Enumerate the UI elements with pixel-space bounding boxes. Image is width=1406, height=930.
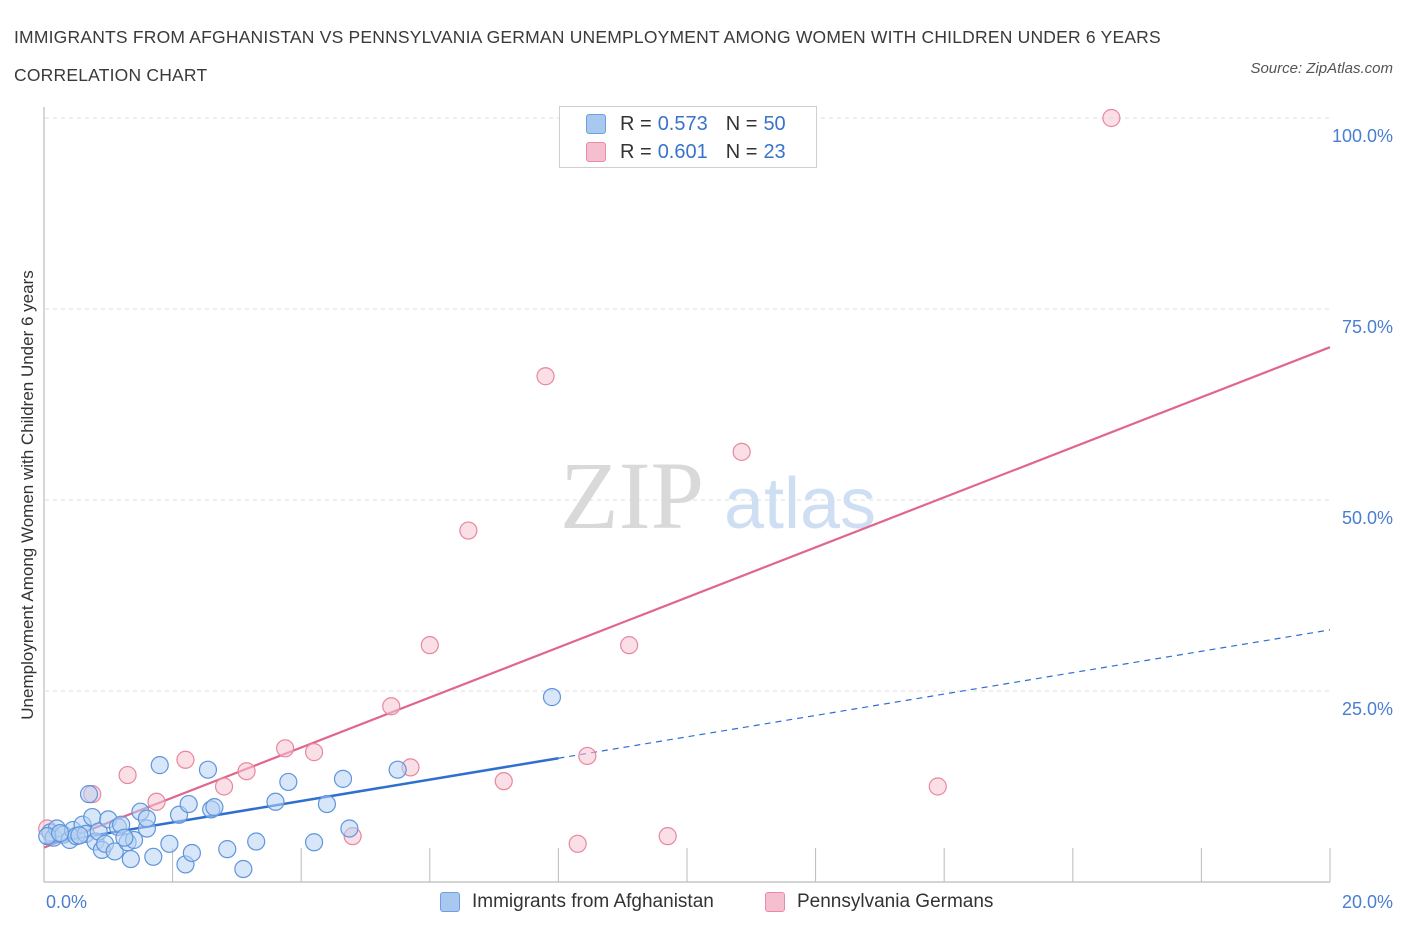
point-afghanistan [247,832,266,851]
r-label: R = [620,140,652,163]
legend-row-pennsylvania: R = 0.601 N = 23 [586,138,786,166]
point-afghanistan [144,847,163,866]
tick-labels: 25.0% 50.0% 75.0% 100.0% 0.0% 20.0% [46,126,1393,912]
n-label: N = [725,112,758,135]
point-pennsylvania [620,636,639,655]
point-pennsylvania [536,367,555,386]
legend-label: Pennsylvania Germans [797,891,994,912]
point-pennsylvania [494,772,513,791]
n-label: N = [725,140,758,163]
point-afghanistan [542,688,562,707]
legend-swatch-pink [586,142,606,162]
point-afghanistan [279,772,298,792]
point-pennsylvania [237,762,256,781]
point-pennsylvania [214,777,234,796]
legend-swatch-blue [586,114,606,134]
point-afghanistan [115,828,134,847]
watermark-atlas: atlas [724,464,876,544]
point-afghanistan [198,760,218,779]
trend-line-afghanistan [43,756,559,846]
y-tick-label: 75.0% [1342,317,1393,337]
point-afghanistan [105,842,124,861]
point-pennsylvania [118,765,137,785]
point-pennsylvania [420,636,439,655]
source-label: Source: ZipAtlas.com [1250,60,1393,77]
legend-label: Immigrants from Afghanistan [472,891,714,912]
y-tick-label: 100.0% [1332,126,1393,146]
r-value: 0.601 [657,140,708,163]
point-pennsylvania [276,739,295,758]
point-afghanistan [218,840,237,859]
point-afghanistan [179,794,198,814]
point-afghanistan [340,819,359,838]
grid-lines [45,117,1330,692]
y-tick-label: 25.0% [1342,699,1393,719]
point-pennsylvania [382,697,401,716]
y-tick-label: 50.0% [1342,508,1393,528]
point-pennsylvania [568,834,587,853]
point-afghanistan [137,809,156,828]
axes [43,107,1331,883]
legend-item-pennsylvania[interactable]: Pennsylvania Germans [765,888,993,916]
point-afghanistan [205,798,224,817]
point-pennsylvania [578,746,597,766]
point-afghanistan [50,824,70,843]
point-afghanistan [388,760,407,779]
point-afghanistan [70,826,89,845]
point-pennsylvania [176,750,195,769]
point-afghanistan [150,756,169,775]
r-value: 0.573 [657,112,708,135]
point-pennsylvania [147,792,166,811]
legend-row-afghanistan: R = 0.573 N = 50 [586,110,786,138]
y-axis-label: Unemployment Among Women with Children U… [18,270,37,719]
point-pennsylvania [1102,108,1121,128]
point-afghanistan [234,859,253,879]
legend-swatch-pink [765,892,785,912]
point-pennsylvania [732,442,751,461]
watermark-zip: ZIP [560,442,704,549]
point-pennsylvania [928,777,947,796]
n-value: 23 [763,140,786,163]
correlation-legend: R = 0.573 N = 50 R = 0.601 N = 23 [559,106,817,168]
data-points [38,108,1121,879]
point-afghanistan [160,834,179,853]
point-afghanistan [333,769,353,788]
point-afghanistan [266,792,285,811]
x-tick-label: 20.0% [1342,892,1393,912]
trend-line-pennsylvania [43,346,1331,849]
point-afghanistan [121,849,140,869]
point-afghanistan [317,794,337,814]
watermark: ZIP atlas [560,442,876,549]
point-afghanistan [182,843,201,863]
n-value: 50 [763,112,786,135]
point-pennsylvania [459,521,478,540]
trend-lines [43,346,1331,849]
point-afghanistan [304,833,324,852]
point-afghanistan [79,785,99,804]
x-tick-label: 0.0% [46,892,87,912]
trend-line-afghanistan-dashed [558,629,1331,759]
legend-swatch-blue [440,892,460,912]
legend-item-afghanistan[interactable]: Immigrants from Afghanistan [440,888,714,916]
r-label: R = [620,112,652,135]
point-pennsylvania [304,743,324,762]
chart-title: IMMIGRANTS FROM AFGHANISTAN VS PENNSYLVA… [14,27,1161,85]
point-pennsylvania [658,827,677,846]
